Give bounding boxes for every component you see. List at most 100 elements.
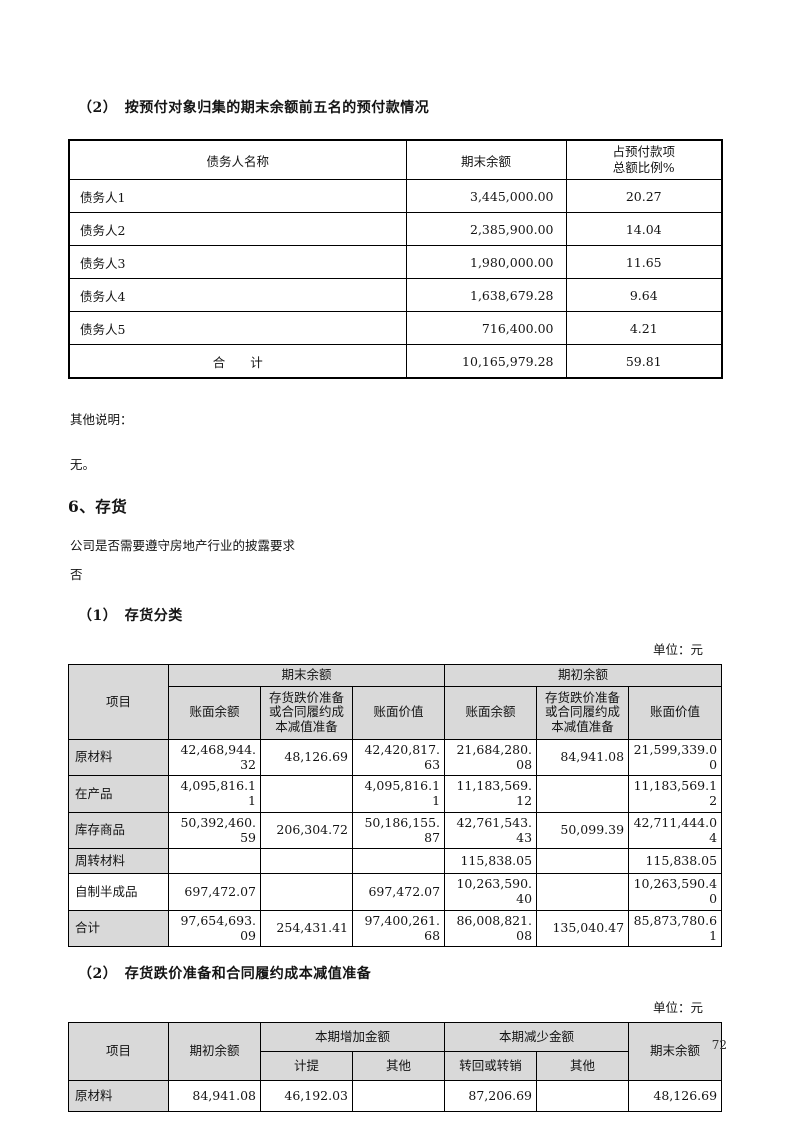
debtor-name: 债务人5 [68,311,407,345]
table-total-row: 合计 97,654,693.09 254,431.41 97,400,261.6… [68,909,723,948]
cell-value [536,775,630,813]
table-row: 库存商品 50,392,460.59 206,304.72 50,186,155… [68,811,723,850]
debtor-amount: 1,980,000.00 [405,245,567,279]
table-total-row: 合 计 10,165,979.28 59.81 [68,344,723,379]
cell-value: 48,126.69 [260,738,353,777]
cell-value: 42,420,817.63 [351,738,446,777]
cell-value: 50,392,460.59 [168,811,261,850]
total-label: 合计 [68,909,169,948]
debtor-ratio: 4.21 [565,311,723,345]
cell-value: 46,192.03 [260,1080,353,1113]
col-group-closing: 期末余额 [167,664,446,687]
cell-value: 115,838.05 [444,848,538,875]
col-header-item: 项目 [68,1022,169,1082]
debtor-ratio: 20.27 [565,179,723,213]
debtor-name: 债务人4 [68,278,407,312]
cell-value: 10,263,590.40 [628,873,723,911]
cell-value: 48,126.69 [628,1080,723,1113]
col-header-debtor: 债务人名称 [68,139,407,180]
total-amount: 10,165,979.28 [405,344,567,379]
table-row: 债务人4 1,638,679.28 9.64 [68,278,723,312]
cell-value: 206,304.72 [260,811,353,850]
col-header-closing-balance: 期末余额 [405,139,567,180]
prepaid-top5-table: 债务人名称 期末余额 占预付款项 总额比例% 债务人1 3,445,000.00… [68,139,723,379]
other-notes-value: 无。 [70,457,96,472]
cell-value: 42,761,543.43 [444,811,538,850]
table-row: 债务人1 3,445,000.00 20.27 [68,179,723,213]
provision-heading: （2） 存货跌价准备和合同履约成本减值准备 [78,966,372,983]
table-row: 周转材料 115,838.05 115,838.05 [68,848,723,875]
col-header-provision: 存货跌价准备或合同履约成本减值准备 [260,685,353,740]
item-label: 原材料 [68,738,169,777]
inventory-disclosure-answer: 否 [70,567,83,582]
cell-value: 254,431.41 [260,909,353,948]
debtor-ratio: 11.65 [565,245,723,279]
item-label: 在产品 [68,775,169,813]
debtor-amount: 2,385,900.00 [405,212,567,246]
col-header-accrual: 计提 [260,1051,353,1082]
table-row: 在产品 4,095,816.11 4,095,816.11 11,183,569… [68,775,723,813]
cell-value: 85,873,780.61 [628,909,723,948]
col-header-opening: 期初余额 [168,1022,261,1082]
debtor-amount: 3,445,000.00 [405,179,567,213]
col-header-ratio: 占预付款项 总额比例% [565,139,723,180]
col-header-book-balance: 账面余额 [444,685,538,740]
classification-heading: （1） 存货分类 [78,608,183,624]
col-header-book-balance: 账面余额 [168,685,261,740]
cell-value: 4,095,816.11 [351,775,446,813]
cell-value: 21,684,280.08 [444,738,538,777]
cell-value: 84,941.08 [536,738,630,777]
inventory-disclosure-question: 公司是否需要遵守房地产行业的披露要求 [70,538,296,553]
cell-value: 697,472.07 [168,873,261,911]
cell-value [351,848,446,875]
total-ratio: 59.81 [565,344,723,379]
col-header-closing: 期末余额 [628,1022,723,1082]
total-label: 合 计 [68,344,407,379]
debtor-amount: 1,638,679.28 [405,278,567,312]
debtor-ratio: 9.64 [565,278,723,312]
debtor-amount: 716,400.00 [405,311,567,345]
table-row: 债务人2 2,385,900.00 14.04 [68,212,723,246]
cell-value [536,873,630,911]
cell-value: 84,941.08 [168,1080,261,1113]
cell-value: 10,263,590.40 [444,873,538,911]
col-header-inc-other: 其他 [351,1051,446,1082]
debtor-name: 债务人1 [68,179,407,213]
col-header-item: 项目 [68,664,169,740]
item-label: 周转材料 [68,848,169,875]
debtor-name: 债务人2 [68,212,407,246]
table-row: 债务人5 716,400.00 4.21 [68,311,723,345]
unit-label: 单位：元 [652,642,703,657]
table-row: 自制半成品 697,472.07 697,472.07 10,263,590.4… [68,873,723,911]
cell-value: 21,599,339.00 [628,738,723,777]
inventory-provision-table: 项目 期初余额 本期增加金额 本期减少金额 期末余额 计提 其他 转回或转销 其… [68,1022,723,1113]
cell-value: 11,183,569.12 [444,775,538,813]
col-group-decrease: 本期减少金额 [444,1022,630,1053]
cell-value: 135,040.47 [536,909,630,948]
cell-value: 42,468,944.32 [168,738,261,777]
cell-value: 86,008,821.08 [444,909,538,948]
col-header-dec-other: 其他 [536,1051,630,1082]
item-label: 原材料 [68,1080,169,1113]
inventory-section-heading: 6、存货 [68,497,128,516]
cell-value [351,1080,446,1113]
cell-value: 87,206.69 [444,1080,538,1113]
debtor-ratio: 14.04 [565,212,723,246]
cell-value: 50,099.39 [536,811,630,850]
col-header-reversal: 转回或转销 [444,1051,538,1082]
item-label: 自制半成品 [68,873,169,911]
cell-value: 11,183,569.12 [628,775,723,813]
page-number: 72 [711,1038,727,1052]
cell-value: 697,472.07 [351,873,446,911]
col-group-opening: 期初余额 [444,664,723,687]
item-label: 库存商品 [68,811,169,850]
table-header-row: 项目 期初余额 本期增加金额 本期减少金额 期末余额 [68,1022,723,1082]
cell-value: 4,095,816.11 [168,775,261,813]
cell-value: 50,186,155.87 [351,811,446,850]
inventory-classification-table: 项目 期末余额 期初余额 账面余额 存货跌价准备或合同履约成本减值准备 账面价值… [68,664,723,948]
table-row: 债务人3 1,980,000.00 11.65 [68,245,723,279]
cell-value: 42,711,444.04 [628,811,723,850]
prepaid-section-heading: （2） 按预付对象归集的期末余额前五名的预付款情况 [78,100,430,116]
unit-label: 单位：元 [652,1000,703,1016]
